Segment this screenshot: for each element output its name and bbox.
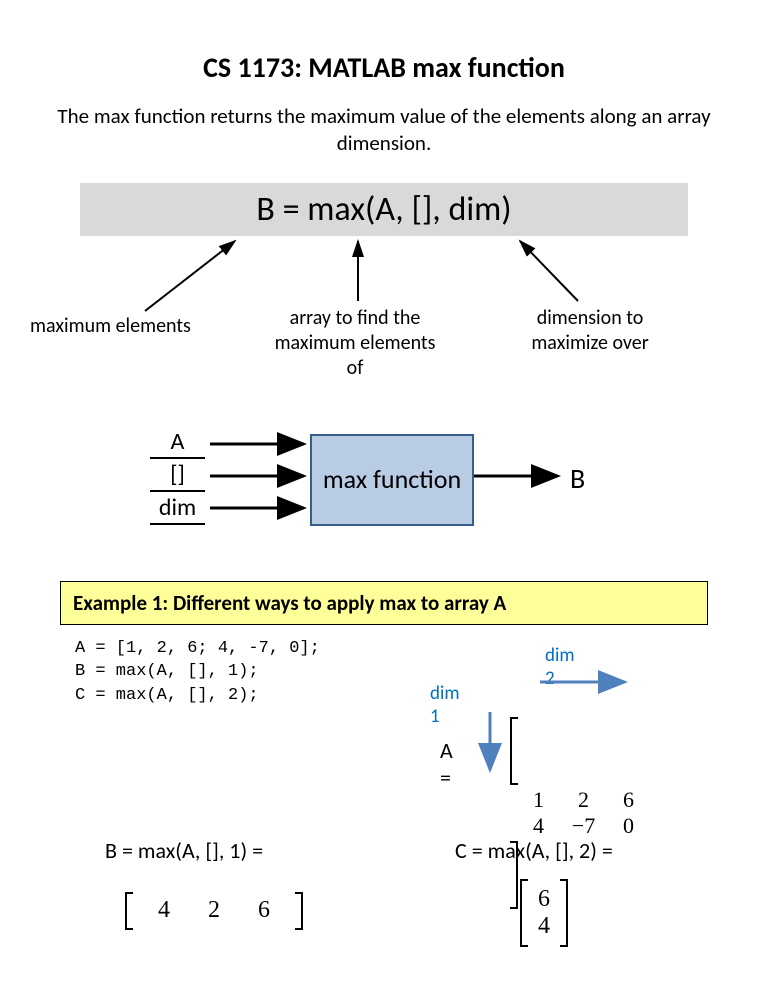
- annotation-region: maximum elements array to find the maxim…: [50, 236, 718, 426]
- annotation-left: maximum elements: [30, 314, 230, 339]
- flow-output: B: [570, 461, 585, 496]
- result-b-label: B = max(A, [], 1) =: [105, 837, 263, 864]
- matrix-c: 64: [520, 879, 568, 947]
- flow-box-label: max function: [323, 464, 461, 495]
- matrix-b: 426: [125, 892, 303, 930]
- example-header: Example 1: Different ways to apply max t…: [60, 581, 708, 625]
- annotation-right: dimension to maximize over: [505, 306, 675, 356]
- example-body: A = [1, 2, 6; 4, -7, 0]; B = max(A, [], …: [50, 637, 718, 937]
- result-c-label: C = max(A, [], 2) =: [455, 837, 613, 864]
- annotation-middle: array to find the maximum elements of: [265, 306, 445, 381]
- matrix-a-label: A =: [440, 737, 453, 791]
- flow-diagram: A [] dim max function B: [80, 426, 688, 556]
- page-subtitle: The max function returns the maximum val…: [50, 103, 718, 158]
- flow-function-box: max function: [310, 434, 474, 526]
- page-title: CS 1173: MATLAB max function: [50, 50, 718, 85]
- page-container: CS 1173: MATLAB max function The max fun…: [0, 0, 768, 977]
- syntax-formula: B = max(A, [], dim): [80, 183, 688, 236]
